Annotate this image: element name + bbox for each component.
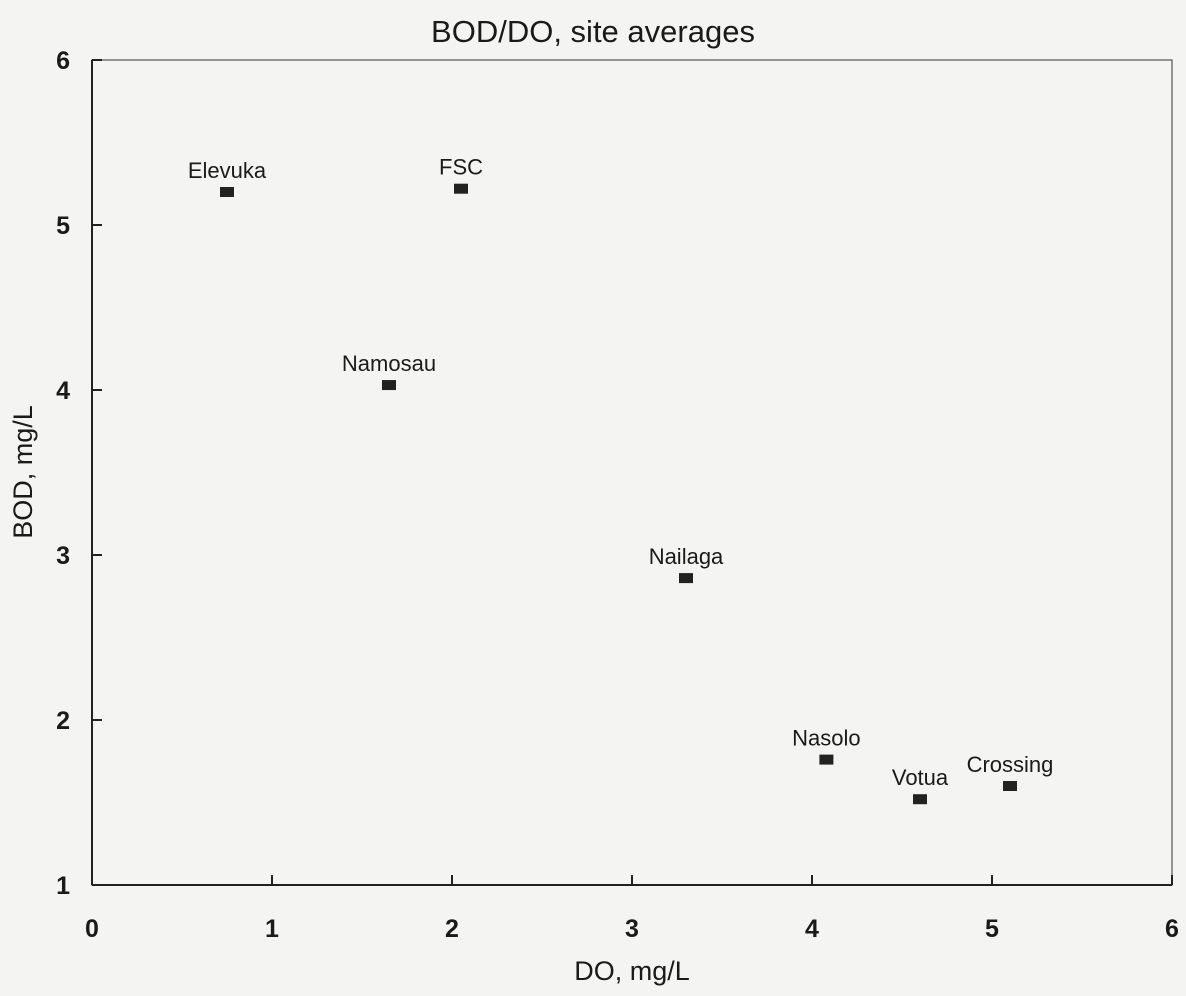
x-tick-label: 3 [625,915,639,943]
point-marker [382,380,396,391]
y-tick-label: 3 [56,542,70,570]
point-label: Namosau [342,351,436,376]
data-point-nasolo: Nasolo [792,726,861,765]
point-marker [819,754,834,765]
chart-title: BOD/DO, site averages [431,14,755,49]
data-point-nailaga: Nailaga [649,544,724,584]
data-point-fsc: FSC [439,155,483,194]
point-marker [1003,781,1017,791]
point-label: Nasolo [792,726,860,751]
x-tick-label: 2 [445,915,459,943]
x-axis-label: DO, mg/L [574,956,690,986]
data-point-votua: Votua [892,765,949,805]
point-label: Nailaga [649,544,724,569]
point-label: Votua [892,765,949,790]
y-axis-label: BOD, mg/L [8,405,38,539]
point-marker [454,183,468,194]
x-tick-label: 4 [805,915,819,943]
point-marker [679,573,693,584]
x-tick-label: 1 [265,915,279,943]
data-point-elevuka: Elevuka [188,158,267,197]
point-marker [913,794,927,805]
point-marker [220,187,234,197]
y-tick-label: 6 [56,47,70,75]
data-point-crossing: Crossing [967,752,1054,791]
x-ticks: 0 1 2 3 4 5 6 [85,875,1179,943]
y-ticks: 1 2 3 4 5 6 [56,47,102,900]
point-label: Elevuka [188,158,267,183]
x-tick-label: 0 [85,915,99,943]
y-tick-label: 2 [56,707,70,735]
point-label: Crossing [967,752,1054,777]
data-points: Elevuka FSC Namosau Nailaga Nasolo Votua Cross… [188,155,1054,805]
x-tick-label: 5 [985,915,999,943]
data-point-namosau: Namosau [342,351,436,391]
y-tick-label: 1 [56,872,70,900]
y-tick-label: 5 [56,212,70,240]
y-tick-label: 4 [56,377,70,405]
point-label: FSC [439,155,483,180]
x-tick-label: 6 [1165,915,1179,943]
